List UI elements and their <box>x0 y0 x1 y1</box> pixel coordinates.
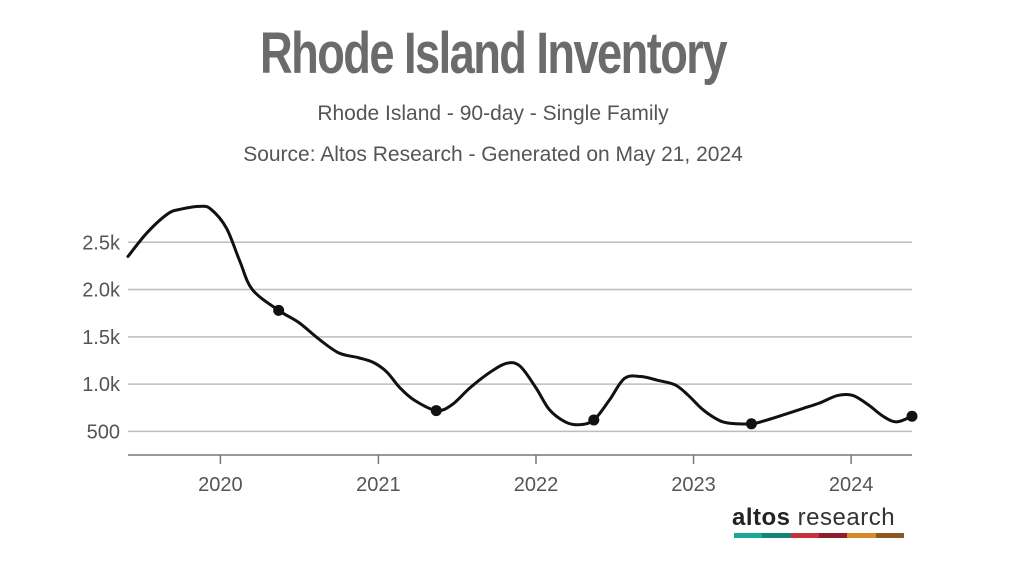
inventory-line <box>126 204 914 427</box>
brand-color-segment <box>762 533 791 538</box>
brand-name-rest: research <box>790 504 896 531</box>
data-point-marker <box>745 418 757 430</box>
brand-name-bold: altos <box>732 504 791 531</box>
brand-color-segment <box>875 533 904 538</box>
chart-subtitle: Rhode Island - 90-day - Single Family <box>317 102 669 125</box>
data-point-marker <box>430 405 442 417</box>
brand-color-bar <box>734 533 904 538</box>
x-tick-label: 2024 <box>829 474 874 496</box>
chart-source: Source: Altos Research - Generated on Ma… <box>243 143 743 166</box>
y-tick-label: 2.0k <box>82 280 121 302</box>
x-tick-label: 2023 <box>671 474 716 496</box>
brand-color-segment <box>734 533 763 538</box>
data-point-marker <box>273 304 285 316</box>
x-tick-label: 2022 <box>514 474 559 496</box>
brand-color-segment <box>790 533 819 538</box>
brand-color-segment <box>818 533 848 538</box>
x-tick-label: 2020 <box>198 474 243 496</box>
y-tick-label: 500 <box>87 421 120 443</box>
y-tick-label: 1.5k <box>82 327 121 349</box>
y-tick-label: 1.0k <box>82 374 121 396</box>
y-tick-label: 2.5k <box>82 232 121 254</box>
data-point-marker <box>588 414 600 426</box>
data-point-marker <box>906 410 918 422</box>
chart-title: Rhode Island Inventory <box>260 21 727 86</box>
brand-color-segment <box>847 533 876 538</box>
x-tick-label: 2021 <box>356 474 401 496</box>
brand-logo: altos research <box>732 504 895 532</box>
